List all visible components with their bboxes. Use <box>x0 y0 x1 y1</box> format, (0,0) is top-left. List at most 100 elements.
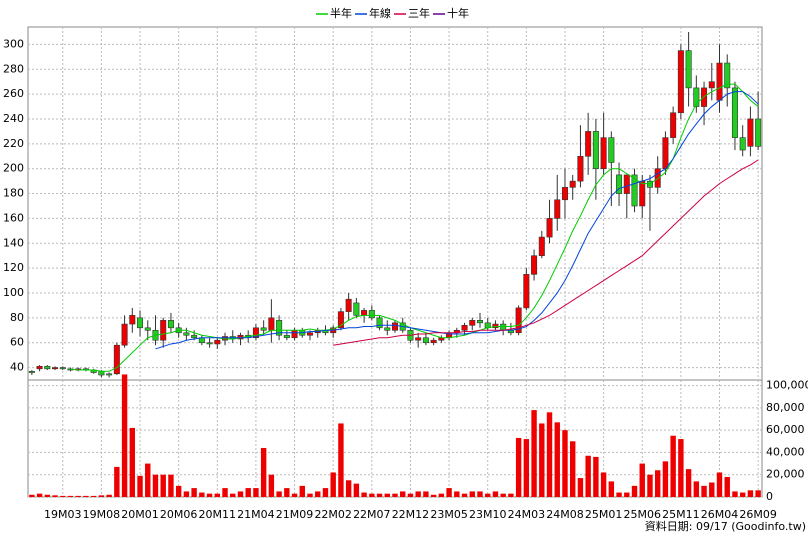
volume-bar <box>253 488 259 497</box>
y-tick-label: 160 <box>3 211 24 224</box>
ma-line <box>155 91 759 350</box>
candle-body <box>685 50 692 89</box>
candle-body <box>391 322 399 331</box>
candle-body <box>28 370 35 373</box>
volume-bar <box>562 430 568 497</box>
volume-bar <box>384 493 390 497</box>
candle-body <box>646 180 653 188</box>
candle-body <box>36 366 43 370</box>
volume-bar <box>577 478 584 497</box>
volume-bar <box>83 495 89 497</box>
volume-bar <box>268 474 275 497</box>
candle-body <box>639 180 646 207</box>
y-tick-label: 300 <box>3 37 24 50</box>
volume-bar <box>345 480 352 497</box>
candle-body <box>546 218 553 238</box>
y-tick-label: 200 <box>3 162 24 175</box>
volume-bar <box>739 492 746 497</box>
candle-body <box>561 187 568 201</box>
volume-bar <box>539 423 545 497</box>
candle-body <box>554 199 561 219</box>
candle-body <box>307 332 314 336</box>
x-tick-label: 22M02 <box>314 508 352 521</box>
candle-body <box>430 339 437 344</box>
volume-bar <box>701 485 707 497</box>
volume-bar <box>631 485 638 497</box>
volume-bar <box>608 481 615 497</box>
volume-bar <box>29 494 35 497</box>
volume-bar <box>284 488 290 497</box>
volume-bar <box>322 488 329 497</box>
volume-bar <box>330 472 336 497</box>
volume-bar <box>523 439 530 497</box>
volume-bar <box>52 495 58 497</box>
volume-bar <box>67 495 74 497</box>
candle-body <box>585 131 592 157</box>
volume-bar <box>145 463 151 497</box>
legend-label: 半年 <box>330 6 352 20</box>
y-tick-label: 220 <box>3 137 24 150</box>
volume-bar <box>670 435 676 497</box>
volume-bar <box>415 491 421 497</box>
ma-line <box>333 159 759 346</box>
y-tick-label: 140 <box>3 236 24 249</box>
x-tick-label: 19M08 <box>83 508 121 521</box>
x-tick-label: 19M03 <box>44 508 82 521</box>
volume-bar <box>168 474 174 497</box>
candle-body <box>476 320 483 324</box>
volume-bar <box>106 494 112 497</box>
y-tick-label: 80 <box>10 311 24 324</box>
candle-body <box>515 307 522 334</box>
volume-bar <box>639 463 645 497</box>
volume-bar <box>152 474 159 497</box>
volume-bar <box>206 493 213 497</box>
candle-body <box>577 155 584 182</box>
volume-bar <box>307 493 313 497</box>
volume-bar <box>515 437 522 497</box>
volume-bar <box>531 410 537 497</box>
candle-body <box>500 323 507 331</box>
candle-body <box>384 327 391 331</box>
volume-bar <box>75 495 81 497</box>
y-tick-label: 260 <box>3 87 24 100</box>
candle-body <box>415 337 422 341</box>
volume-bar <box>137 475 143 497</box>
volume-bar <box>299 485 305 497</box>
candle-body <box>670 112 677 138</box>
y-tick-label: 60 <box>10 336 24 349</box>
volume-bar <box>693 481 700 497</box>
candle-body <box>592 131 599 169</box>
volume-bar <box>369 493 375 497</box>
legend-label: 三年 <box>408 6 430 20</box>
volume-bar <box>276 491 282 497</box>
volume-bar <box>60 495 66 497</box>
candle-body <box>276 320 283 336</box>
volume-bar <box>392 493 398 497</box>
candle-body <box>191 334 198 339</box>
volume-bar <box>338 423 344 497</box>
candle-body <box>538 236 545 257</box>
candle-body <box>137 317 144 329</box>
volume-bar <box>291 493 298 497</box>
x-tick-label: 24M03 <box>508 508 546 521</box>
candle-body <box>283 334 290 339</box>
volume-tick-label: 20,000 <box>766 468 805 481</box>
candle-body <box>631 174 638 207</box>
volume-bar <box>407 493 414 497</box>
candle-body <box>214 339 221 345</box>
volume-bar <box>400 491 406 497</box>
volume-bar <box>199 492 205 497</box>
y-tick-label: 100 <box>3 286 24 299</box>
volume-bar <box>376 493 383 497</box>
candle-body <box>260 327 267 331</box>
legend-label: 十年 <box>447 6 469 20</box>
volume-bar <box>191 488 197 497</box>
volume-bar <box>98 495 105 497</box>
candle-body <box>731 87 738 138</box>
volume-bar <box>678 439 684 497</box>
candle-body <box>183 332 190 336</box>
volume-bar <box>616 492 622 497</box>
candle-body <box>44 366 51 370</box>
volume-bar <box>732 491 738 497</box>
candle-body <box>747 118 754 147</box>
